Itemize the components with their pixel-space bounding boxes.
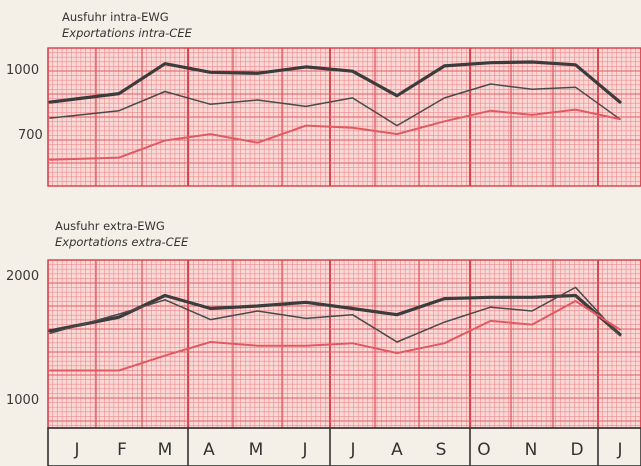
month-label: M (158, 440, 173, 460)
month-label: J (349, 440, 355, 460)
y-tick-label: 2000 (6, 269, 39, 284)
series-line (49, 286, 621, 343)
month-label: F (117, 440, 127, 460)
y-tick-label: 1000 (6, 393, 39, 408)
series-line (48, 293, 622, 337)
month-label: M (249, 440, 264, 460)
month-label: S (436, 440, 447, 460)
chart-title: Ausfuhr intra-EWG (62, 10, 169, 24)
month-label: N (525, 440, 538, 460)
y-tick-label: 1000 (6, 63, 39, 78)
chart-title-box (50, 214, 204, 254)
chart-subtitle: Exportations intra-CEE (62, 26, 193, 40)
month-label: A (203, 440, 215, 460)
chart-title-box (57, 6, 219, 42)
month-label: O (477, 440, 490, 460)
series-line (49, 108, 621, 161)
month-label: J (73, 440, 79, 460)
month-label: D (570, 440, 583, 460)
chart-subtitle: Exportations extra-CEE (55, 235, 189, 249)
month-label: J (301, 440, 307, 460)
series-line (49, 300, 621, 372)
y-tick-label: 700 (18, 128, 43, 143)
chart-title: Ausfuhr extra-EWG (55, 219, 165, 233)
month-axis: J F M A M J J A S O N D J (47, 427, 641, 466)
month-label: A (391, 440, 403, 460)
chart-panel (47, 47, 641, 187)
series-line (48, 60, 622, 104)
series-line (49, 83, 621, 127)
chart-panel (47, 259, 641, 429)
month-label: J (616, 440, 622, 460)
